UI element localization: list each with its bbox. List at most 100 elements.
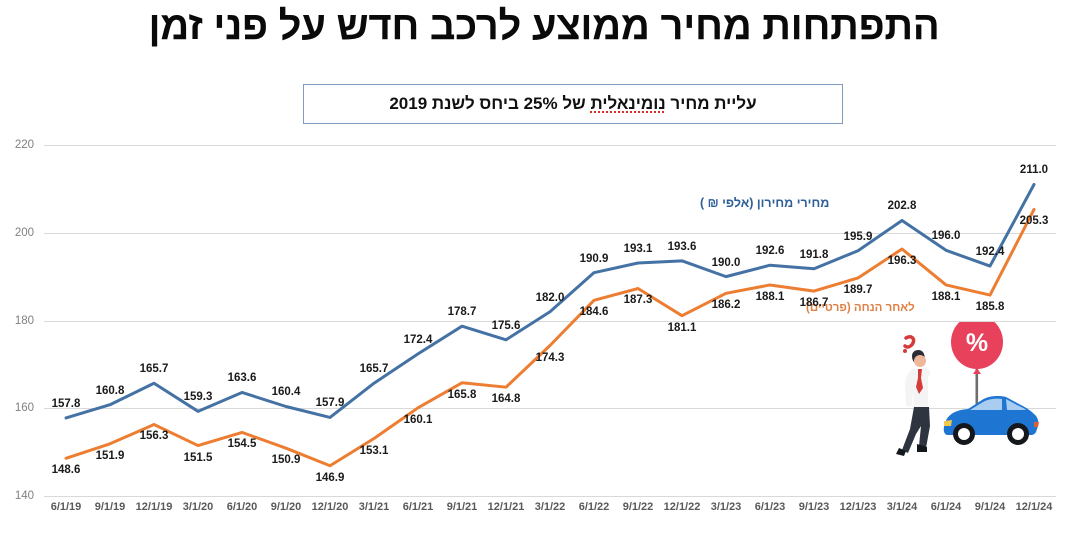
data-label: 160.1	[403, 413, 433, 426]
data-label: 159.3	[183, 391, 213, 404]
x-axis-tick-label: 3/1/24	[886, 501, 918, 513]
illustration-svg: %	[896, 315, 1039, 456]
data-label: 196.0	[931, 230, 961, 243]
car-wheel-rear-hub	[1012, 428, 1024, 440]
data-label: 195.9	[843, 230, 873, 243]
data-label: 193.6	[667, 240, 697, 253]
page-title: התפתחות מחיר ממוצע לרכב חדש על פני זמן	[148, 4, 940, 48]
x-axis-labels: 6/1/19 9/1/19 12/1/19 3/1/20 6/1/20 9/1/20 12/…	[44, 501, 1056, 523]
subtitle-part-1: עליית מחיר	[665, 94, 757, 113]
data-label: 192.6	[755, 245, 785, 258]
person-shirt	[905, 369, 929, 408]
question-mark-icon	[903, 335, 916, 349]
car-headlight	[944, 420, 952, 426]
y-axis-tick-label: 200	[14, 226, 34, 239]
x-axis-tick-label: 9/1/21	[446, 501, 478, 513]
subtitle-text: עליית מחיר נומינאלית של 25% ביחס לשנת 20…	[389, 94, 756, 114]
data-label: 190.0	[711, 256, 741, 269]
question-mark-dot	[903, 349, 907, 353]
y-axis-tick-label: 180	[14, 314, 34, 327]
data-label: 174.3	[535, 351, 565, 364]
x-axis-tick-label: 9/1/20	[270, 501, 302, 513]
x-axis-tick-label: 12/1/24	[1015, 501, 1053, 513]
data-label: 186.7	[799, 297, 829, 310]
data-label: 186.2	[711, 299, 741, 312]
x-axis-tick-label: 3/1/20	[182, 501, 214, 513]
data-label: 196.3	[887, 254, 917, 267]
person-tie	[916, 369, 923, 394]
car-window-rear	[1006, 399, 1026, 410]
data-label: 181.1	[667, 321, 697, 334]
subtitle-callout-box: עליית מחיר נומינאלית של 25% ביחס לשנת 20…	[303, 84, 843, 124]
data-label: 160.4	[271, 386, 301, 399]
gridline	[44, 145, 1056, 146]
x-axis-tick-label: 9/1/24	[974, 501, 1006, 513]
x-axis-tick-label: 3/1/21	[358, 501, 390, 513]
data-label: 188.1	[931, 290, 961, 303]
data-label: 187.3	[623, 294, 653, 307]
x-axis-tick-label: 6/1/24	[930, 501, 962, 513]
legend-label-list-prices: מחירי מחירון (אלפי ₪ )	[700, 196, 830, 210]
data-label: 146.9	[315, 471, 345, 484]
x-axis-tick-label: 3/1/23	[710, 501, 742, 513]
data-label: 190.9	[579, 252, 609, 265]
data-label: 164.8	[491, 393, 521, 406]
x-axis-tick-label: 6/1/20	[226, 501, 258, 513]
data-label: 157.8	[51, 397, 81, 410]
data-label: 188.1	[755, 290, 785, 303]
data-label: 163.6	[227, 372, 257, 385]
data-label: 151.5	[183, 451, 213, 464]
data-label: 172.4	[403, 333, 433, 346]
x-axis-tick-label: 6/1/22	[578, 501, 610, 513]
y-axis-tick-label: 140	[14, 490, 34, 502]
data-label: 150.9	[271, 454, 301, 467]
data-label: 178.7	[447, 306, 477, 319]
car-illustration: %	[886, 315, 1061, 490]
balloon-pole	[975, 352, 979, 420]
x-axis-tick-label: 9/1/19	[94, 501, 126, 513]
data-label: 151.9	[95, 449, 125, 462]
x-axis-tick-label: 12/1/20	[311, 501, 349, 513]
data-label: 153.1	[359, 444, 389, 457]
data-label: 211.0	[1019, 164, 1049, 177]
data-label: 148.6	[51, 464, 81, 477]
subtitle-misspelled-word: נומינאלית	[590, 94, 666, 113]
data-label: 205.3	[1019, 215, 1049, 228]
person-head	[914, 355, 926, 367]
data-label: 184.6	[579, 306, 609, 319]
data-label: 192.4	[975, 246, 1005, 259]
x-axis-tick-label: 6/1/21	[402, 501, 434, 513]
subtitle-part-2: של 25% ביחס לשנת 2019	[389, 94, 591, 113]
car-wheel-front-hub	[958, 428, 970, 440]
data-label: 202.8	[887, 200, 917, 213]
x-axis-tick-label: 12/1/23	[839, 501, 877, 513]
balloon-knot	[973, 368, 981, 374]
car-taillight	[1034, 422, 1039, 427]
x-axis-tick-label: 3/1/22	[534, 501, 566, 513]
x-axis-tick-label: 6/1/23	[754, 501, 786, 513]
data-label: 189.7	[843, 283, 873, 296]
x-axis-tick-label: 12/1/19	[135, 501, 173, 513]
data-label: 157.9	[315, 397, 345, 410]
person-legs	[902, 407, 930, 453]
percent-sign-text: %	[966, 329, 988, 357]
x-axis-tick-label: 12/1/21	[487, 501, 525, 513]
legend-label-after-discount: לאחר הנחה (פרטיים)	[806, 302, 915, 314]
data-label: 193.1	[623, 243, 653, 256]
data-label: 160.8	[95, 384, 125, 397]
x-axis-tick-label: 12/1/22	[663, 501, 701, 513]
x-axis-tick-label: 9/1/23	[798, 501, 830, 513]
data-label: 182.0	[535, 291, 565, 304]
data-label: 165.8	[447, 388, 477, 401]
x-axis-line	[44, 496, 1056, 497]
data-label: 154.5	[227, 438, 257, 451]
person-shoe-left	[896, 448, 906, 456]
data-label: 175.6	[491, 319, 521, 332]
person-shoe-right	[917, 444, 927, 452]
data-label: 165.7	[139, 363, 169, 376]
x-axis-tick-label: 6/1/19	[50, 501, 82, 513]
car-window-front	[970, 398, 1002, 410]
y-axis-tick-label: 220	[14, 139, 34, 151]
gridline	[44, 232, 1056, 234]
x-axis-tick-label: 9/1/22	[622, 501, 654, 513]
